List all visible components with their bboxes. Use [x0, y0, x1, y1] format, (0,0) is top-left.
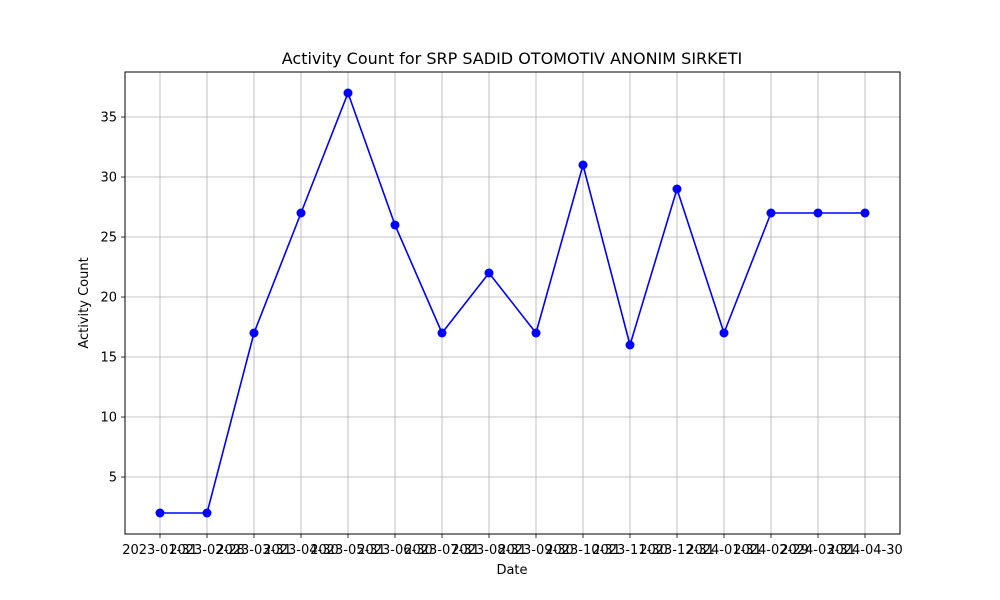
series-line	[160, 92, 865, 514]
data-point	[860, 208, 870, 218]
x-tick-label: 2024-03-31	[780, 543, 856, 558]
y-tick-label: 10	[100, 411, 117, 426]
plot-frame	[124, 71, 901, 535]
y-axis-label: Activity Count	[77, 257, 92, 348]
data-point	[343, 88, 353, 98]
series-layer	[155, 88, 870, 518]
x-tick-label: 2023-08-31	[451, 543, 527, 558]
chart-title: Activity Count for SRP SADID OTOMOTIV AN…	[282, 49, 743, 68]
y-tick-label: 15	[100, 351, 117, 366]
x-tick-label: 2024-02-29	[733, 543, 809, 558]
x-tick-label: 2023-04-30	[263, 543, 339, 558]
data-point	[202, 508, 212, 518]
x-tick-label: 2023-05-31	[310, 543, 386, 558]
data-point	[766, 208, 776, 218]
data-point	[155, 508, 165, 518]
data-point	[672, 184, 682, 194]
x-tick-label: 2023-02-28	[169, 543, 245, 558]
y-tick-label: 20	[100, 291, 117, 306]
grid	[125, 72, 900, 534]
x-tick-label: 2023-11-30	[592, 543, 668, 558]
x-tick-label: 2023-06-30	[357, 543, 433, 558]
data-point	[249, 328, 259, 338]
x-tick-label: 2023-12-31	[639, 543, 715, 558]
data-point	[531, 328, 541, 338]
y-tick-label: 35	[100, 111, 117, 126]
x-tick-label: 2023-10-31	[545, 543, 621, 558]
x-tick-label: 2023-09-30	[498, 543, 574, 558]
x-tick-label: 2023-01-31	[122, 543, 198, 558]
x-tick-label: 2023-07-31	[404, 543, 480, 558]
data-point	[625, 340, 635, 350]
x-tick-label: 2023-03-31	[216, 543, 292, 558]
x-tick-label: 2024-01-31	[686, 543, 762, 558]
y-tick-label: 25	[100, 231, 117, 246]
data-point	[390, 220, 400, 230]
x-axis-label: Date	[496, 563, 527, 578]
data-point	[437, 328, 447, 338]
x-tick-label: 2024-04-30	[827, 543, 903, 558]
data-point	[484, 268, 494, 278]
y-tick-label: 30	[100, 171, 117, 186]
axis-ticks: 2023-01-312023-02-282023-03-312023-04-30…	[100, 111, 902, 559]
data-point	[296, 208, 306, 218]
data-point	[813, 208, 823, 218]
data-point	[578, 160, 588, 170]
y-tick-label: 5	[109, 471, 117, 486]
data-point	[719, 328, 729, 338]
